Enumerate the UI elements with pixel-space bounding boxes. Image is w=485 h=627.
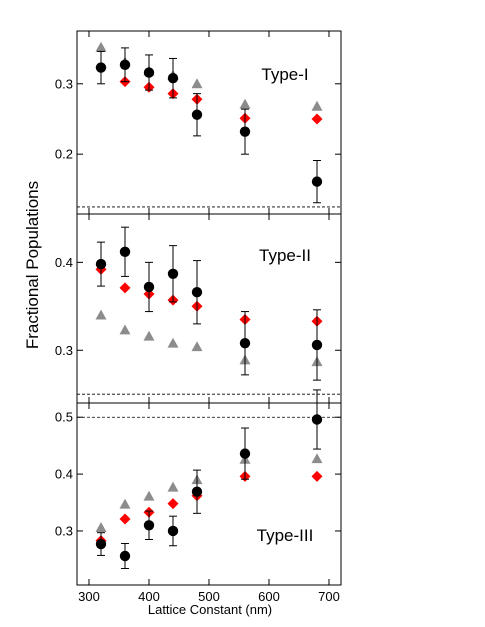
- data-point-circle: [143, 520, 155, 531]
- data-point-circle: [239, 126, 251, 137]
- data-point-triangle: [311, 100, 323, 111]
- y-tick-label: 0.3: [55, 523, 73, 538]
- data-point-triangle: [119, 498, 131, 509]
- data-point-triangle: [143, 490, 155, 501]
- data-point-diamond: [167, 498, 179, 510]
- data-point-circle: [191, 287, 203, 298]
- data-point-circle: [119, 550, 131, 562]
- y-tick-label: 0.3: [55, 343, 73, 358]
- panel-frame: [76, 213, 342, 404]
- data-point-circle: [167, 525, 179, 537]
- data-point-triangle: [239, 98, 251, 109]
- x-tick-label: 700: [318, 589, 340, 604]
- data-point-circle: [239, 338, 251, 349]
- x-tick-label: 600: [258, 589, 280, 604]
- data-point-circle: [119, 246, 131, 257]
- panel-frame: [76, 402, 342, 586]
- data-point-triangle: [143, 330, 155, 341]
- data-point-diamond: [119, 513, 131, 525]
- data-point-circle: [119, 59, 131, 70]
- x-tick-label: 400: [138, 589, 160, 604]
- data-point-triangle: [191, 341, 203, 352]
- x-axis-title: Lattice Constant (nm): [148, 602, 272, 617]
- data-point-triangle: [95, 41, 107, 52]
- data-point-triangle: [311, 453, 323, 464]
- data-point-circle: [311, 414, 323, 425]
- data-point-triangle: [95, 309, 107, 320]
- panel-type-ii: 0.3 0.4 Type-II: [55, 213, 342, 404]
- data-point-triangle: [167, 481, 179, 492]
- data-point-circle: [143, 67, 155, 78]
- data-point-circle: [311, 339, 323, 351]
- data-point-circle: [95, 258, 107, 270]
- data-point-circle: [167, 268, 179, 279]
- panel-type-iii: 0.3 0.4 0.5 Type-III: [55, 389, 342, 586]
- data-point-diamond: [311, 113, 323, 125]
- data-point-circle: [191, 486, 203, 497]
- data-point-circle: [167, 72, 179, 84]
- data-point-circle: [239, 448, 251, 459]
- data-point-diamond: [119, 282, 131, 294]
- y-axis-title: Fractional Populations: [23, 181, 42, 349]
- data-point-circle: [95, 62, 107, 73]
- panel-label-type-iii: Type-III: [257, 526, 314, 545]
- y-tick-label: 0.2: [55, 147, 73, 162]
- y-tick-label: 0.5: [55, 410, 73, 425]
- y-tick-label: 0.4: [55, 467, 73, 482]
- panel-label-type-i: Type-I: [261, 65, 308, 84]
- panel-type-i: 0.2 0.3 Type-I: [55, 30, 342, 215]
- data-point-circle: [311, 176, 323, 187]
- x-tick-label: 300: [78, 589, 100, 604]
- panel-frame: [76, 30, 342, 215]
- y-tick-label: 0.3: [55, 76, 73, 91]
- y-tick-label: 0.4: [55, 255, 73, 270]
- panel-label-type-ii: Type-II: [259, 246, 311, 265]
- data-point-triangle: [191, 78, 203, 89]
- x-axis: 300 400 500 600 700: [78, 589, 340, 604]
- data-point-circle: [143, 281, 155, 293]
- panels: 0.2 0.3 Type-I 0.3 0.4 Type-II 0.3 0.4 0.5 Type-I…: [55, 30, 342, 586]
- x-tick-label: 500: [198, 589, 220, 604]
- data-point-circle: [191, 109, 203, 120]
- data-point-triangle: [119, 324, 131, 335]
- data-point-triangle: [95, 522, 107, 532]
- data-point-circle: [95, 538, 107, 550]
- data-point-diamond: [311, 470, 323, 482]
- data-point-triangle: [167, 337, 179, 348]
